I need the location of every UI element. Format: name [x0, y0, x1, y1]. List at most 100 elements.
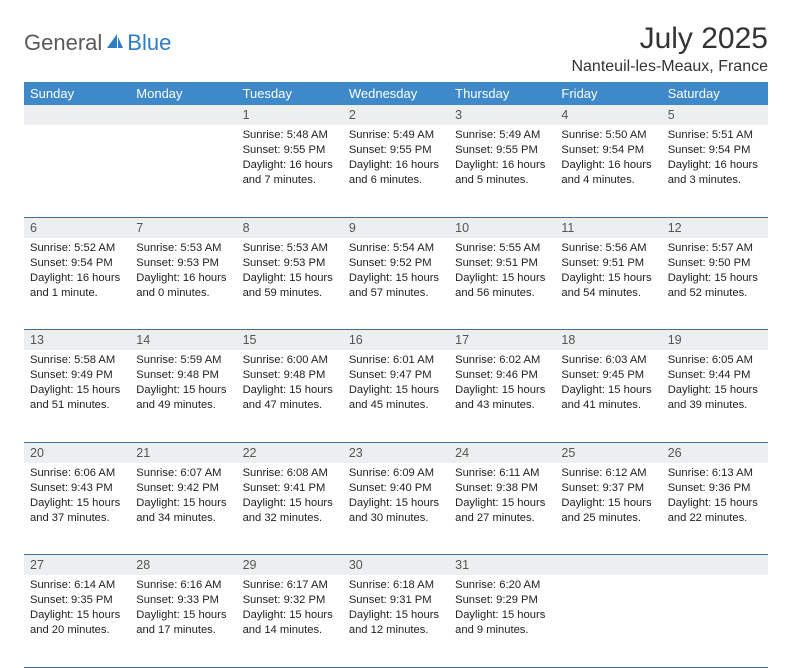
day-details: Sunrise: 6:18 AMSunset: 9:31 PMDaylight:…: [343, 575, 449, 644]
sunrise-line: Sunrise: 5:53 AM: [136, 241, 230, 256]
sunset-line: Sunset: 9:46 PM: [455, 368, 549, 383]
daylight-line: Daylight: 15 hours and 45 minutes.: [349, 383, 443, 413]
sunrise-line: Sunrise: 6:03 AM: [561, 353, 655, 368]
day-cell: Sunrise: 5:55 AMSunset: 9:51 PMDaylight:…: [449, 238, 555, 330]
brand-text-blue: Blue: [127, 30, 171, 56]
daylight-line: Daylight: 16 hours and 3 minutes.: [668, 158, 762, 188]
day-details: Sunrise: 6:03 AMSunset: 9:45 PMDaylight:…: [555, 350, 661, 419]
day-number-cell: 31: [449, 555, 555, 576]
day-number-row: 20212223242526: [24, 442, 768, 463]
day-details: Sunrise: 6:14 AMSunset: 9:35 PMDaylight:…: [24, 575, 130, 644]
day-number-cell: 26: [662, 442, 768, 463]
sunrise-line: Sunrise: 6:09 AM: [349, 466, 443, 481]
daylight-line: Daylight: 16 hours and 1 minute.: [30, 271, 124, 301]
day-cell: Sunrise: 6:06 AMSunset: 9:43 PMDaylight:…: [24, 463, 130, 555]
day-details: Sunrise: 5:48 AMSunset: 9:55 PMDaylight:…: [237, 125, 343, 194]
day-cell: Sunrise: 5:52 AMSunset: 9:54 PMDaylight:…: [24, 238, 130, 330]
day-number-cell: 27: [24, 555, 130, 576]
sunset-line: Sunset: 9:32 PM: [243, 593, 337, 608]
sunset-line: Sunset: 9:55 PM: [243, 143, 337, 158]
day-details: Sunrise: 6:11 AMSunset: 9:38 PMDaylight:…: [449, 463, 555, 532]
sunrise-line: Sunrise: 5:58 AM: [30, 353, 124, 368]
day-details: Sunrise: 6:07 AMSunset: 9:42 PMDaylight:…: [130, 463, 236, 532]
daylight-line: Daylight: 15 hours and 14 minutes.: [243, 608, 337, 638]
day-number-cell: 30: [343, 555, 449, 576]
day-number-cell: 22: [237, 442, 343, 463]
day-cell: Sunrise: 5:57 AMSunset: 9:50 PMDaylight:…: [662, 238, 768, 330]
day-cell: Sunrise: 6:14 AMSunset: 9:35 PMDaylight:…: [24, 575, 130, 667]
day-details: Sunrise: 5:49 AMSunset: 9:55 PMDaylight:…: [449, 125, 555, 194]
day-number-cell: 12: [662, 217, 768, 238]
sunset-line: Sunset: 9:38 PM: [455, 481, 549, 496]
sunset-line: Sunset: 9:45 PM: [561, 368, 655, 383]
day-number-cell: 16: [343, 330, 449, 351]
day-details: Sunrise: 6:00 AMSunset: 9:48 PMDaylight:…: [237, 350, 343, 419]
sunrise-line: Sunrise: 5:57 AM: [668, 241, 762, 256]
month-title: July 2025: [571, 22, 768, 56]
weekday-header: Monday: [130, 82, 236, 105]
day-cell: [24, 125, 130, 217]
day-cell: Sunrise: 6:07 AMSunset: 9:42 PMDaylight:…: [130, 463, 236, 555]
sunrise-line: Sunrise: 6:08 AM: [243, 466, 337, 481]
day-details: Sunrise: 6:06 AMSunset: 9:43 PMDaylight:…: [24, 463, 130, 532]
daylight-line: Daylight: 15 hours and 25 minutes.: [561, 496, 655, 526]
day-cell: Sunrise: 6:09 AMSunset: 9:40 PMDaylight:…: [343, 463, 449, 555]
day-details: Sunrise: 5:52 AMSunset: 9:54 PMDaylight:…: [24, 238, 130, 307]
day-number-cell: 28: [130, 555, 236, 576]
title-block: July 2025 Nanteuil-les-Meaux, France: [571, 22, 768, 76]
day-details: Sunrise: 6:12 AMSunset: 9:37 PMDaylight:…: [555, 463, 661, 532]
day-details: Sunrise: 5:53 AMSunset: 9:53 PMDaylight:…: [130, 238, 236, 307]
sunrise-line: Sunrise: 5:48 AM: [243, 128, 337, 143]
day-details: Sunrise: 6:05 AMSunset: 9:44 PMDaylight:…: [662, 350, 768, 419]
daylight-line: Daylight: 15 hours and 57 minutes.: [349, 271, 443, 301]
day-number-cell: 21: [130, 442, 236, 463]
sunset-line: Sunset: 9:29 PM: [455, 593, 549, 608]
sunset-line: Sunset: 9:53 PM: [243, 256, 337, 271]
sunset-line: Sunset: 9:37 PM: [561, 481, 655, 496]
daylight-line: Daylight: 15 hours and 32 minutes.: [243, 496, 337, 526]
daylight-line: Daylight: 15 hours and 34 minutes.: [136, 496, 230, 526]
calendar-body: 12345Sunrise: 5:48 AMSunset: 9:55 PMDayl…: [24, 105, 768, 667]
day-details: Sunrise: 6:01 AMSunset: 9:47 PMDaylight:…: [343, 350, 449, 419]
day-cell: Sunrise: 6:00 AMSunset: 9:48 PMDaylight:…: [237, 350, 343, 442]
sunrise-line: Sunrise: 6:06 AM: [30, 466, 124, 481]
day-number-cell: 23: [343, 442, 449, 463]
day-cell: Sunrise: 6:20 AMSunset: 9:29 PMDaylight:…: [449, 575, 555, 667]
day-cell: Sunrise: 5:51 AMSunset: 9:54 PMDaylight:…: [662, 125, 768, 217]
day-cell: Sunrise: 6:01 AMSunset: 9:47 PMDaylight:…: [343, 350, 449, 442]
sunrise-line: Sunrise: 5:49 AM: [455, 128, 549, 143]
sunrise-line: Sunrise: 5:50 AM: [561, 128, 655, 143]
weekday-header-row: Sunday Monday Tuesday Wednesday Thursday…: [24, 82, 768, 105]
day-cell: [662, 575, 768, 667]
weekday-header: Thursday: [449, 82, 555, 105]
day-number-cell: [130, 105, 236, 125]
day-number-cell: 14: [130, 330, 236, 351]
sunrise-line: Sunrise: 6:17 AM: [243, 578, 337, 593]
sunrise-line: Sunrise: 6:14 AM: [30, 578, 124, 593]
brand-text-general: General: [24, 30, 102, 56]
day-details: Sunrise: 6:02 AMSunset: 9:46 PMDaylight:…: [449, 350, 555, 419]
sunset-line: Sunset: 9:52 PM: [349, 256, 443, 271]
daylight-line: Daylight: 15 hours and 12 minutes.: [349, 608, 443, 638]
daylight-line: Daylight: 15 hours and 51 minutes.: [30, 383, 124, 413]
day-number-cell: 25: [555, 442, 661, 463]
sunset-line: Sunset: 9:53 PM: [136, 256, 230, 271]
sunset-line: Sunset: 9:55 PM: [455, 143, 549, 158]
day-cell: Sunrise: 5:49 AMSunset: 9:55 PMDaylight:…: [449, 125, 555, 217]
day-cell: Sunrise: 6:18 AMSunset: 9:31 PMDaylight:…: [343, 575, 449, 667]
day-cell: Sunrise: 5:48 AMSunset: 9:55 PMDaylight:…: [237, 125, 343, 217]
sunrise-line: Sunrise: 6:00 AM: [243, 353, 337, 368]
day-details: Sunrise: 5:58 AMSunset: 9:49 PMDaylight:…: [24, 350, 130, 419]
daylight-line: Daylight: 15 hours and 30 minutes.: [349, 496, 443, 526]
daylight-line: Daylight: 16 hours and 7 minutes.: [243, 158, 337, 188]
day-number-cell: 17: [449, 330, 555, 351]
day-cell: Sunrise: 5:53 AMSunset: 9:53 PMDaylight:…: [237, 238, 343, 330]
sunset-line: Sunset: 9:48 PM: [243, 368, 337, 383]
day-cell: [555, 575, 661, 667]
week-row: Sunrise: 6:14 AMSunset: 9:35 PMDaylight:…: [24, 575, 768, 667]
day-number-cell: 6: [24, 217, 130, 238]
page-header: General Blue July 2025 Nanteuil-les-Meau…: [24, 22, 768, 76]
daylight-line: Daylight: 15 hours and 43 minutes.: [455, 383, 549, 413]
daylight-line: Daylight: 16 hours and 5 minutes.: [455, 158, 549, 188]
week-row: Sunrise: 6:06 AMSunset: 9:43 PMDaylight:…: [24, 463, 768, 555]
